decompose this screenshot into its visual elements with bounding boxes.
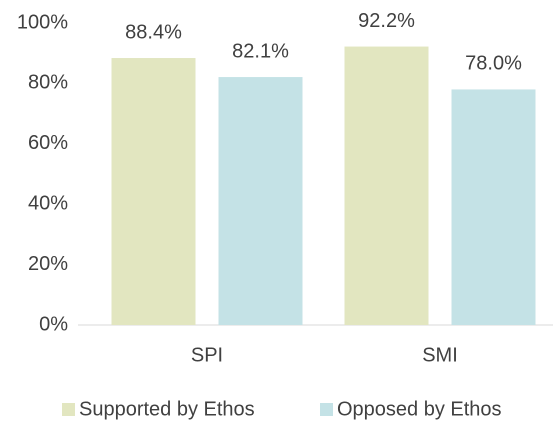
bar bbox=[344, 46, 429, 325]
legend-swatch bbox=[62, 403, 75, 416]
data-label: 82.1% bbox=[232, 40, 289, 62]
data-label: 78.0% bbox=[465, 53, 522, 75]
y-tick-label: 100% bbox=[17, 11, 68, 33]
x-tick-label: SPI bbox=[191, 344, 223, 366]
bar bbox=[451, 89, 536, 325]
y-tick-label: 60% bbox=[28, 132, 68, 154]
data-label: 88.4% bbox=[125, 21, 182, 43]
legend-label: Supported by Ethos bbox=[79, 398, 255, 420]
bar bbox=[218, 77, 303, 325]
legend-label: Opposed by Ethos bbox=[337, 398, 502, 420]
data-label: 92.2% bbox=[358, 10, 415, 32]
y-tick-label: 40% bbox=[28, 192, 68, 214]
bar bbox=[111, 58, 196, 325]
x-tick-label: SMI bbox=[422, 344, 458, 366]
y-tick-label: 0% bbox=[39, 313, 68, 335]
y-tick-label: 80% bbox=[28, 72, 68, 94]
legend-swatch bbox=[320, 403, 333, 416]
y-tick-label: 20% bbox=[28, 253, 68, 275]
